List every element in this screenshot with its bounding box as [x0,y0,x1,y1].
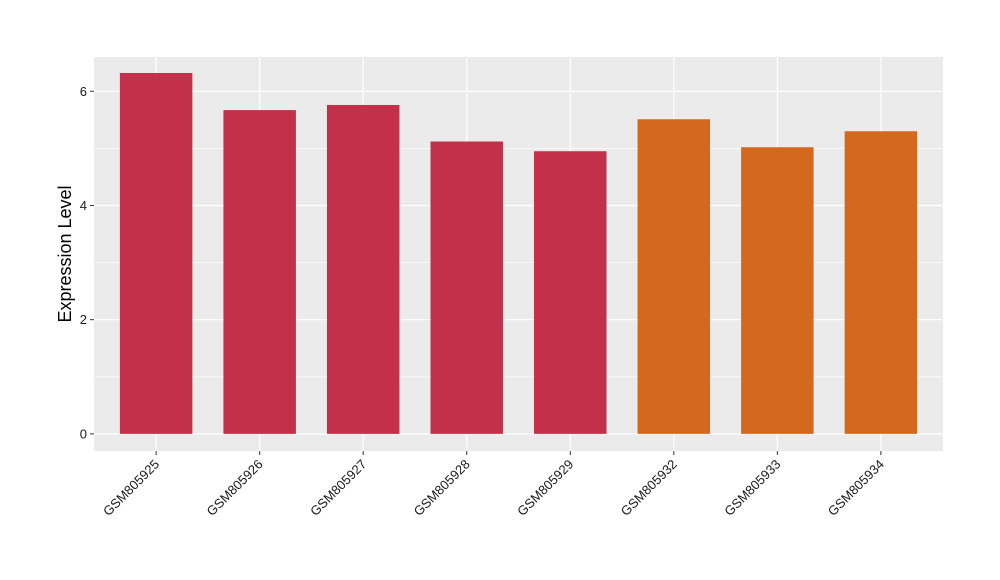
bar-GSM805932 [637,119,711,434]
x-axis: GSM805925 GSM805926 GSM805927 GSM805928 GSM8… [100,451,887,519]
y-tick-label: 2 [80,312,87,327]
x-tick-label: GSM805929 [514,457,576,519]
bar-GSM805927 [326,104,400,434]
x-tick-label: GSM805934 [825,457,887,519]
bar-GSM805928 [430,141,503,434]
y-axis: 0 2 4 6 [80,84,94,441]
bar-GSM805929 [534,151,607,434]
bar-GSM805933 [741,147,814,434]
bar-GSM805934 [844,131,918,434]
y-axis-title: Expression Level [55,185,75,322]
y-tick-label: 4 [80,198,87,213]
x-tick-label: GSM805933 [721,457,783,519]
y-tick-label: 6 [80,84,87,99]
plot-panel [94,57,943,451]
bar-GSM805926 [223,110,296,434]
x-tick-label: GSM805925 [100,457,162,519]
x-tick-label: GSM805928 [411,457,473,519]
bars [119,72,918,434]
y-tick-label: 0 [80,426,87,441]
x-tick-label: GSM805926 [204,457,266,519]
x-tick-label: GSM805927 [307,457,369,519]
x-tick-label: GSM805932 [618,457,680,519]
bar-GSM805925 [119,72,193,434]
